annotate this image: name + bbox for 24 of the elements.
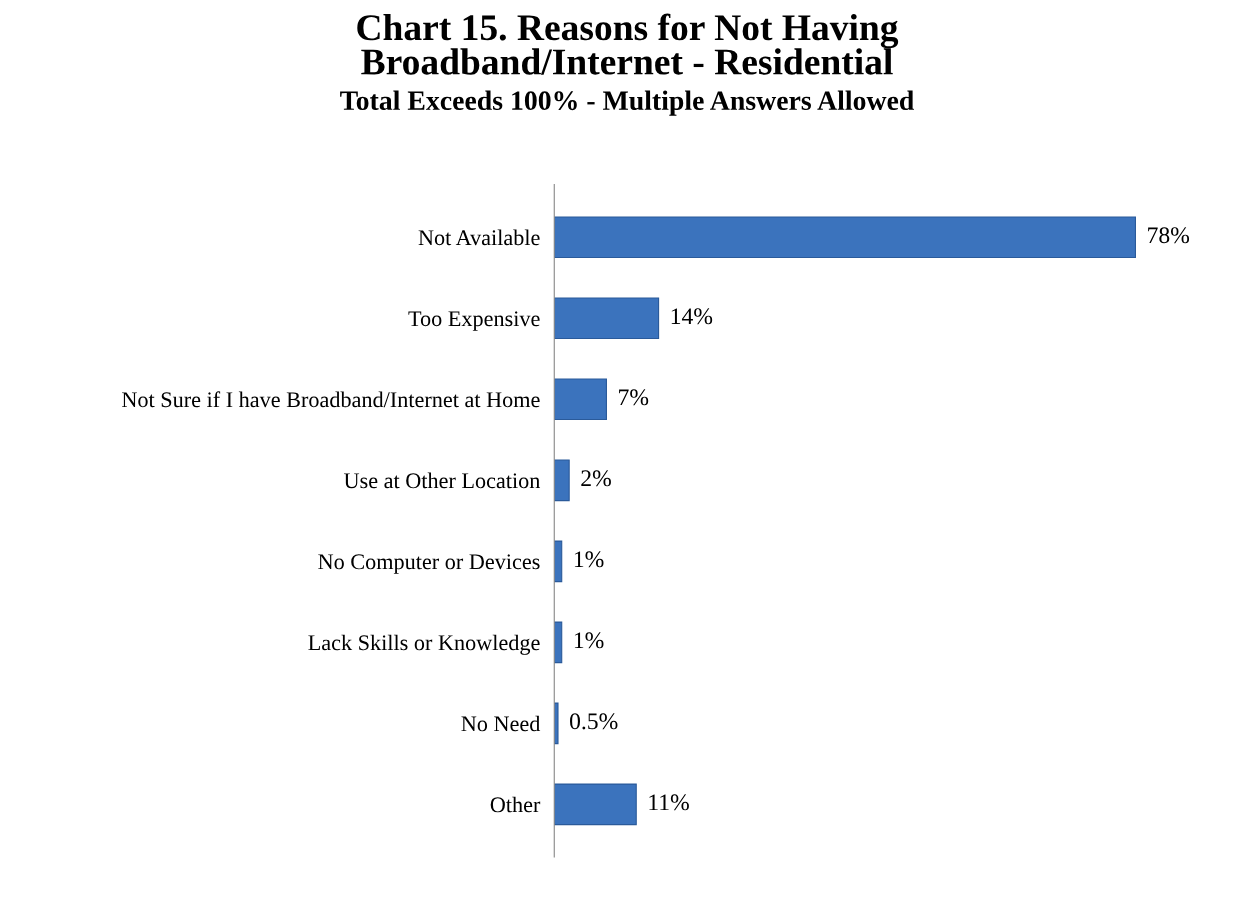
chart-subtitle: Total Exceeds 100% - Multiple Answers Allowed [340, 90, 914, 116]
y-tick-label: Lack Skills or Knowledge [308, 634, 540, 655]
y-tick-label: No Need [461, 715, 541, 732]
y-tick-label: Not Available [418, 229, 540, 246]
bar [554, 378, 607, 421]
bar [554, 216, 1137, 259]
y-tick-label: Not Sure if I have Broadband/Internet at Home [122, 391, 540, 408]
data-label: 1% [574, 632, 604, 649]
bar [554, 702, 559, 745]
data-label: 7% [619, 389, 649, 406]
data-label: 2% [581, 470, 611, 487]
bar [554, 459, 570, 502]
data-label: 1% [574, 551, 604, 568]
y-tick-label: Use at Other Location [344, 472, 541, 489]
y-tick-label: No Computer or Devices [318, 554, 540, 574]
data-label: 0.5% [570, 713, 618, 730]
data-label: 78% [1148, 227, 1190, 244]
bar [554, 783, 637, 826]
y-tick-label: Other [490, 796, 541, 813]
y-tick-label: Too Expensive [408, 311, 540, 331]
chart-title: Chart 15. Reasons for Not Having Broadband/Internet - Residential [357, 13, 899, 75]
data-label: 14% [671, 308, 713, 325]
bar [554, 297, 660, 340]
data-label: 11% [649, 794, 689, 811]
